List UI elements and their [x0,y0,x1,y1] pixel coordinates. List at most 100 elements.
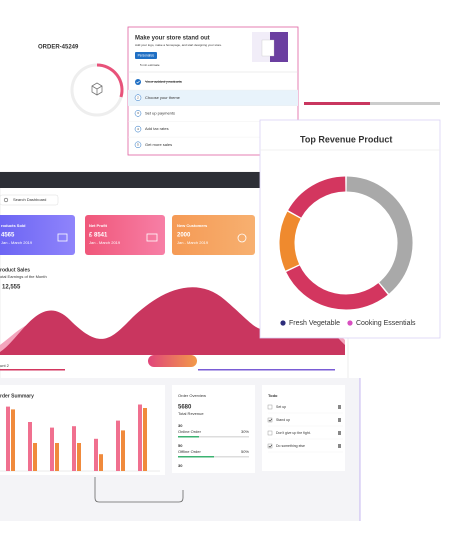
checkbox[interactable] [267,443,273,449]
card-subtitle: Add your logo, make a homepage, and star… [135,43,222,47]
cart-icon [57,233,68,242]
wave-front [0,287,345,355]
step-label[interactable]: Add tax rates [145,126,169,131]
order-ring-progress [96,63,124,98]
step-circle [134,94,142,101]
trash-icon[interactable] [338,444,341,448]
chart-title: Top Revenue Product [300,134,392,144]
bar [50,427,54,471]
sales-value: 12,555 [2,285,21,291]
bar [6,406,10,471]
row-count: 30 [178,423,183,428]
row-percent: 50% [241,449,249,454]
step-number: 3 [137,111,139,115]
donut-segment [286,265,388,310]
people-icon [237,233,247,243]
overview-label: Total Revenue [178,411,204,416]
progress-fill [304,102,370,105]
bar [11,409,15,471]
stat-title: Net Profit [89,223,108,228]
trash-icon[interactable] [338,418,341,422]
bar [94,438,98,471]
step-number: 5 [137,143,139,147]
step-circle [134,125,142,133]
bar [99,454,103,471]
panel-title: rder Summary [0,393,34,399]
card-title: Make your store stand out [135,36,210,42]
legend-dot [347,320,353,326]
checkbox[interactable] [267,417,273,423]
legend-dot [280,320,286,326]
donut-segment [346,176,413,294]
todo-item: Set up [276,405,286,409]
panel-title: Todo [268,393,278,398]
todo-item: Stand up [276,418,290,422]
progress-track [304,102,440,105]
stat-card [0,215,75,255]
step-done [135,79,141,85]
donut-segment [279,211,301,271]
search-icon [3,197,9,203]
overview-value: 5680 [178,405,192,411]
search-placeholder: Search Dashboard [13,197,46,202]
stat-card [172,215,255,255]
legend-label: Cooking Essentials [356,320,416,327]
legend-label: Fresh Vegetable [289,320,340,327]
order-id: ORDER-45249 [38,45,79,51]
checkbox[interactable] [267,404,273,410]
checkbox[interactable] [267,430,273,436]
personalize-button[interactable] [135,52,157,59]
button-label: Personalize [138,54,155,58]
bar [72,426,76,471]
row-fill [178,436,199,438]
sales-legend: unt 2 [0,363,10,368]
step-label[interactable]: Set up payments [145,110,175,115]
row-percent: 30% [241,429,249,434]
bar [138,404,142,471]
preview-page [261,39,275,57]
trash-icon[interactable] [338,431,341,435]
connector [94,477,184,503]
stat-title: New Customers [177,223,208,228]
search-box[interactable] [0,194,59,206]
row-count: 30 [178,463,183,468]
range-pill[interactable] [148,355,197,367]
bar [143,408,147,471]
row-track [178,436,249,438]
legend-line [0,369,65,371]
row-count: 50 [178,443,183,448]
bar [77,443,81,471]
active-step [128,90,298,106]
bar [28,422,32,471]
donut-segment [288,176,346,218]
todo-item: Do something else [276,444,305,448]
stat-value: 4565 [1,233,15,239]
bar [121,430,125,471]
todo-panel [262,385,345,471]
step-number: 4 [137,127,139,131]
stat-card [85,215,165,255]
row-label: Online Order [178,429,202,434]
step-label[interactable]: Get more sales [145,142,172,147]
step-label[interactable]: Your added products [145,79,182,84]
bar [33,443,37,471]
bar [116,420,120,471]
panel-title: Order Overview [178,393,206,398]
check [268,444,273,448]
order-summary-panel [0,385,165,475]
preview-panel [270,32,288,62]
step-number: 2 [137,95,139,99]
stat-period: Jan - March 2019 [89,240,121,245]
bar [55,443,59,471]
check [268,418,273,422]
sales-title: roduct Sales [0,267,30,273]
trash-icon[interactable] [338,405,341,409]
step-label[interactable]: Choose your theme [145,95,181,100]
stat-value: 2000 [177,233,191,239]
stat-value: £ 8541 [89,233,108,239]
todo-item: Don't give up the fight. [276,431,311,435]
row-label: Offline Order [178,449,201,454]
step-circle [134,141,142,149]
order-overview-panel [172,385,255,473]
